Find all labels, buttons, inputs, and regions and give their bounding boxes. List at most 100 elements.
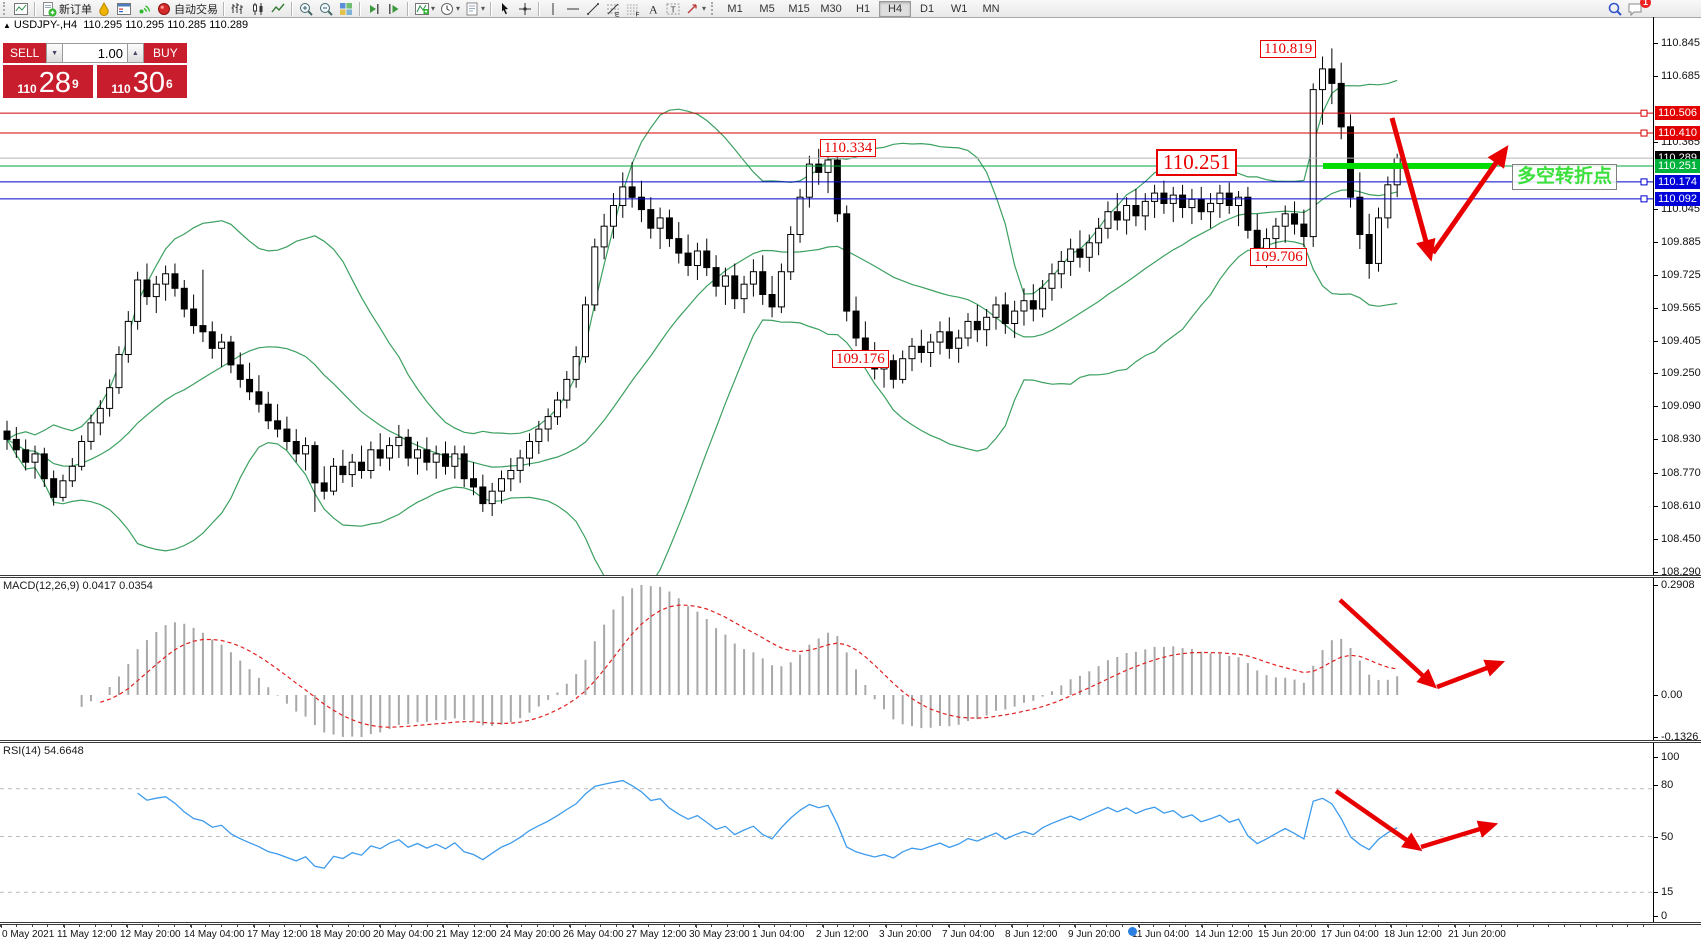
hline-icon[interactable]: [563, 1, 583, 17]
buy-button[interactable]: BUY: [143, 43, 187, 63]
timeframe-button-m5[interactable]: M5: [759, 2, 775, 15]
timeframe-button-h1[interactable]: H1: [856, 2, 871, 15]
clock-icon[interactable]: ▾: [437, 1, 462, 17]
market-watch-icon[interactable]: [114, 1, 134, 17]
autotrading-icon[interactable]: 自动交易: [154, 1, 220, 17]
sell-price-panel[interactable]: 110 28 9: [3, 65, 93, 98]
price-badge: 110.410: [1655, 126, 1700, 140]
toolbar-drag-handle[interactable]: [711, 2, 716, 15]
volume-input[interactable]: [63, 43, 127, 63]
toolbar-drag-handle[interactable]: [3, 2, 8, 15]
macd-panel[interactable]: [0, 578, 1653, 738]
time-tick-label: 14 May 04:00: [184, 929, 245, 940]
rsi-label: RSI(14) 54.6648: [3, 745, 84, 757]
time-tick-label: 20 May 04:00: [373, 929, 434, 940]
trendline-icon[interactable]: [583, 1, 603, 17]
chart-popup-icon[interactable]: [11, 1, 31, 17]
text-icon[interactable]: A: [643, 1, 663, 17]
time-tick-label: 11 May 12:00: [57, 929, 117, 940]
toolbar: 新订单 自动交易 ▾ ▾ ▾ E F A T ▾ M1 M5 M15 M30 H1 H4 D1 W1 MN 1: [0, 0, 1701, 18]
buy-price-sup: 6: [165, 77, 173, 91]
zoom-in-icon[interactable]: [296, 1, 316, 17]
time-axis[interactable]: 0 May 2021 11 May 12:00 12 May 20:00 14 May…: [0, 925, 1701, 942]
time-tick-label: 12 May 20:00: [120, 929, 181, 940]
timeframe-button-m30[interactable]: M30: [820, 2, 842, 15]
panel-separator[interactable]: [0, 740, 1701, 743]
signals-icon[interactable]: [134, 1, 154, 17]
cursor-icon[interactable]: [495, 1, 515, 17]
symbol-ohlc: 110.295 110.295 110.285 110.289: [83, 19, 249, 31]
time-tick-label: 15 Jun 20:00: [1258, 929, 1316, 940]
sell-price-big: 28: [38, 67, 71, 99]
price-badge: 110.092: [1655, 192, 1700, 206]
price-tick-label: 109.405: [1661, 335, 1701, 347]
toolbar-separator: [490, 1, 493, 16]
sell-price-sup: 9: [71, 77, 79, 91]
timeframe-button-m1[interactable]: M1: [727, 2, 743, 15]
notification-badge: 1: [1639, 0, 1651, 8]
styles-icon[interactable]: [94, 1, 114, 17]
toolbar-separator: [34, 1, 36, 16]
new-order-icon[interactable]: 新订单: [39, 1, 94, 17]
rsi-tick-label: 15: [1661, 886, 1674, 898]
candles-chart-icon[interactable]: [248, 1, 268, 17]
price-tag-annotation[interactable]: 110.819: [1260, 40, 1317, 58]
bars-chart-icon[interactable]: [228, 1, 248, 17]
svg-text:F: F: [636, 11, 640, 17]
tile-windows-icon[interactable]: [336, 1, 356, 17]
price-tick-label: 108.450: [1661, 533, 1701, 545]
main-price-chart[interactable]: [0, 17, 1653, 575]
rsi-tick-label: 50: [1661, 831, 1674, 843]
crosshair-icon[interactable]: [515, 1, 535, 17]
volume-decrease-button[interactable]: ▼: [46, 43, 63, 63]
toolbar-separator: [407, 1, 409, 16]
comment-icon[interactable]: 1: [1625, 0, 1651, 17]
time-tick-label: 18 May 20:00: [310, 929, 371, 940]
volume-increase-button[interactable]: ▲: [127, 43, 144, 63]
timeframe-button-h4[interactable]: H4: [879, 0, 912, 17]
price-tag-annotation[interactable]: 109.176: [832, 350, 889, 368]
price-tag-annotation[interactable]: 110.334: [820, 139, 877, 157]
timeframe-button-m15[interactable]: M15: [788, 2, 810, 15]
shift-chart-icon[interactable]: [364, 1, 384, 17]
time-tick-label: 7 Jun 04:00: [942, 929, 995, 940]
time-tick-label: 17 Jun 04:00: [1321, 929, 1379, 940]
timeframe-button-mn[interactable]: MN: [982, 2, 1000, 15]
price-badge: 110.506: [1655, 106, 1700, 120]
fibo-f-icon[interactable]: F: [623, 1, 643, 17]
sell-button[interactable]: SELL: [3, 43, 47, 63]
search-icon[interactable]: [1605, 1, 1625, 17]
buy-price-panel[interactable]: 110 30 6: [97, 65, 187, 98]
symbol-info-bar[interactable]: ▲ USDJPY-,H4 110.295 110.295 110.285 110.…: [3, 19, 248, 31]
time-tick-label: 1 Jun 04:00: [752, 929, 805, 940]
time-tick-label: 30 May 23:00: [689, 929, 750, 940]
toolbar-separator: [538, 1, 541, 16]
rsi-panel[interactable]: [0, 742, 1653, 922]
sell-price-prefix: 110: [17, 82, 37, 96]
price-tag-annotation[interactable]: 109.706: [1250, 248, 1307, 266]
label-icon[interactable]: T: [663, 1, 683, 17]
time-tick-label: 14 Jun 12:00: [1195, 929, 1253, 940]
collapse-arrow-icon[interactable]: ▲: [3, 21, 11, 30]
panel-separator[interactable]: [0, 575, 1701, 578]
price-tag-annotation[interactable]: 110.251: [1156, 149, 1238, 176]
svg-text:E: E: [615, 11, 620, 17]
timeframe-button-d1[interactable]: D1: [920, 2, 935, 15]
autoscroll-icon[interactable]: [384, 1, 404, 17]
arrows-icon[interactable]: ▾: [683, 1, 708, 17]
price-tick-label: 109.090: [1661, 400, 1701, 412]
indicators-icon[interactable]: ▾: [412, 1, 437, 17]
price-axis[interactable]: [1653, 17, 1654, 922]
fibo-e-icon[interactable]: E: [603, 1, 623, 17]
note-annotation[interactable]: 多空转折点: [1512, 164, 1618, 190]
toolbar-separator: [223, 1, 225, 16]
line-chart-icon[interactable]: [268, 1, 288, 17]
price-tick-label: 110.685: [1661, 70, 1700, 82]
panel-separator[interactable]: [0, 922, 1701, 925]
vline-icon[interactable]: [543, 1, 563, 17]
zoom-out-icon[interactable]: [316, 1, 336, 17]
objects-icon[interactable]: ▾: [462, 1, 487, 17]
price-tick-label: 109.250: [1661, 367, 1701, 379]
time-tick-label: 8 Jun 12:00: [1005, 929, 1058, 940]
timeframe-button-w1[interactable]: W1: [950, 2, 968, 15]
